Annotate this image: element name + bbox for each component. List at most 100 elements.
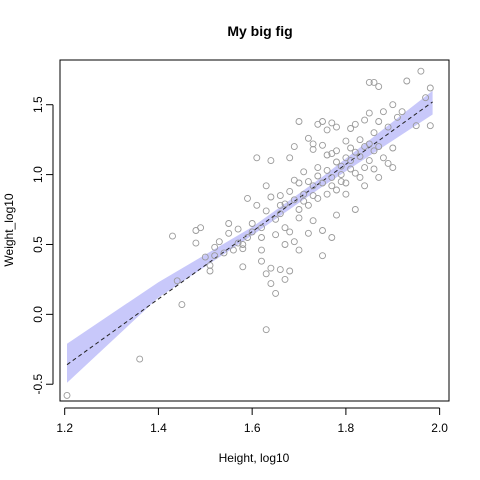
data-point	[267, 280, 275, 288]
data-point	[304, 229, 312, 237]
y-axis-label: Weight_log10	[2, 193, 16, 266]
data-point	[365, 78, 373, 86]
data-point	[403, 77, 411, 85]
data-point	[356, 136, 364, 144]
confidence-band	[67, 90, 433, 383]
data-point	[361, 182, 369, 190]
data-point	[286, 187, 294, 195]
data-point	[342, 137, 350, 145]
data-point	[314, 164, 322, 172]
data-point	[258, 257, 265, 265]
data-point	[389, 164, 397, 172]
data-point	[234, 239, 242, 247]
data-point	[337, 171, 345, 179]
data-point	[295, 214, 303, 222]
data-point	[258, 224, 265, 232]
data-point	[323, 151, 331, 159]
data-point	[370, 129, 378, 137]
data-point	[342, 179, 350, 187]
data-point	[323, 126, 331, 134]
data-point	[225, 229, 233, 237]
data-point	[225, 220, 233, 227]
data-point	[272, 215, 280, 223]
data-point	[328, 119, 336, 127]
data-point	[422, 94, 430, 102]
data-point	[370, 147, 378, 155]
data-point	[384, 123, 392, 131]
data-point	[319, 141, 326, 149]
data-point	[286, 154, 294, 162]
data-point	[239, 245, 247, 253]
data-point	[356, 173, 364, 181]
data-point	[234, 225, 242, 233]
data-point	[267, 157, 275, 165]
plot-frame	[59, 59, 450, 402]
data-point	[267, 193, 275, 201]
data-point	[342, 190, 350, 198]
data-point	[365, 157, 373, 165]
data-point	[333, 186, 340, 194]
data-point	[286, 267, 294, 275]
data-point	[328, 182, 336, 190]
data-point	[262, 326, 270, 334]
data-point	[426, 122, 434, 130]
data-point	[290, 196, 298, 204]
x-tick-label: 1.4	[150, 421, 167, 435]
data-point	[262, 207, 270, 215]
data-point	[319, 252, 326, 260]
data-point	[239, 263, 247, 271]
data-point	[281, 241, 289, 248]
data-point	[229, 246, 237, 254]
data-point	[63, 391, 71, 399]
data-point	[309, 182, 317, 190]
data-point	[347, 165, 355, 173]
data-point	[389, 101, 397, 109]
data-point	[347, 157, 355, 165]
data-point	[300, 190, 308, 198]
data-point	[309, 217, 317, 225]
data-point	[244, 194, 251, 202]
data-point	[379, 108, 387, 116]
data-point	[276, 266, 284, 274]
data-point	[244, 234, 251, 241]
data-point	[300, 197, 308, 205]
data-point	[197, 224, 205, 232]
y-tick-label: 0.5	[31, 236, 45, 253]
data-point	[375, 143, 383, 151]
data-point	[178, 301, 186, 309]
x-tick-label: 2.0	[431, 421, 448, 435]
data-point	[248, 228, 256, 236]
data-point	[375, 83, 383, 91]
data-point	[333, 147, 340, 155]
data-point	[323, 190, 331, 198]
data-point	[356, 152, 364, 160]
data-point	[351, 120, 359, 128]
data-point	[300, 168, 308, 176]
data-point	[239, 241, 247, 248]
data-point	[351, 148, 359, 156]
data-point	[347, 125, 355, 132]
points-layer	[63, 67, 434, 399]
data-point	[319, 179, 326, 187]
data-point	[295, 179, 303, 187]
chart-title: My big fig	[227, 23, 292, 39]
data-point	[304, 134, 312, 142]
data-point	[281, 224, 289, 232]
data-point	[309, 145, 317, 153]
data-point	[379, 154, 387, 162]
data-point	[314, 172, 322, 180]
data-point	[258, 246, 265, 254]
data-point	[375, 173, 383, 181]
data-point	[173, 277, 181, 285]
data-point	[215, 238, 223, 246]
data-point	[337, 178, 345, 186]
data-point	[361, 164, 369, 172]
data-point	[192, 239, 200, 247]
data-point	[290, 238, 298, 246]
data-point	[328, 234, 336, 241]
data-point	[290, 143, 298, 151]
data-point	[384, 159, 392, 167]
data-point	[211, 243, 219, 251]
data-point	[248, 220, 256, 227]
